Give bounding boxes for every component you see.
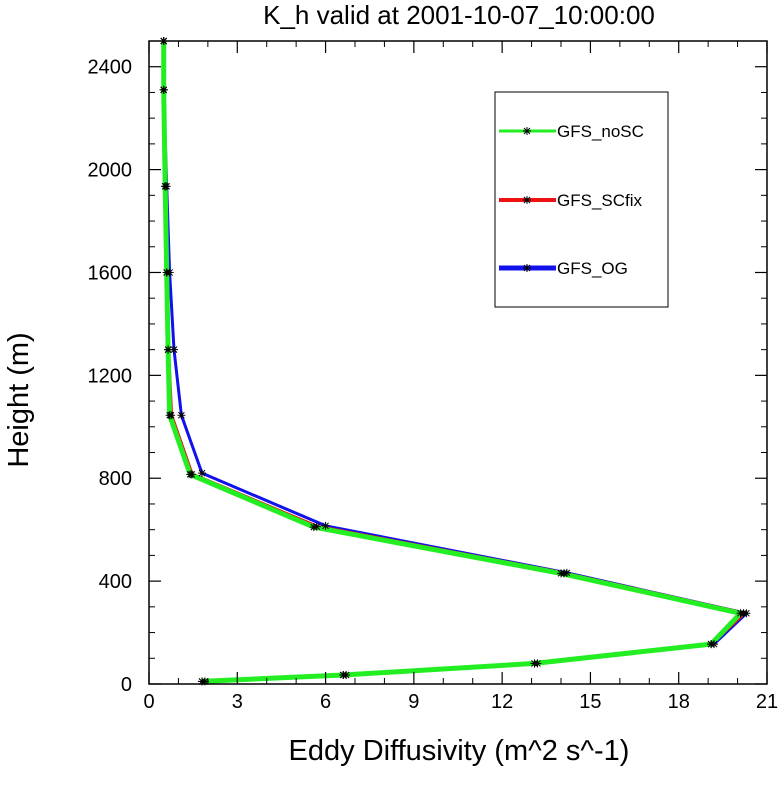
point-marker-gfs-scfix-8 bbox=[167, 411, 176, 420]
point-marker-gfs-og-6 bbox=[321, 521, 330, 530]
point-marker-gfs-og-7 bbox=[197, 469, 206, 478]
point-marker-gfs-og-12 bbox=[159, 85, 168, 94]
point-marker-gfs-scfix-7 bbox=[187, 470, 196, 479]
y-tick-label: 1200 bbox=[88, 365, 133, 387]
point-marker-gfs-og-8 bbox=[177, 411, 186, 420]
x-tick-label: 3 bbox=[232, 691, 243, 713]
point-marker-gfs-og-5 bbox=[562, 568, 571, 577]
legend-item-gfs-scfix: GFS_SCfix bbox=[499, 191, 643, 210]
y-tick-label: 1600 bbox=[88, 262, 133, 284]
legend: GFS_noSC GFS_SCfix GFS_OG bbox=[494, 91, 669, 308]
legend-label: GFS_SCfix bbox=[557, 191, 643, 210]
y-tick-label: 2400 bbox=[88, 57, 133, 79]
point-marker-gfs-og-2 bbox=[533, 659, 542, 668]
y-tick-label: 800 bbox=[99, 468, 132, 490]
plot-lines bbox=[159, 37, 751, 686]
point-marker-gfs-og-3 bbox=[710, 640, 719, 649]
point-marker-gfs-og-11 bbox=[162, 182, 171, 191]
y-axis-title: Height (m) bbox=[3, 332, 35, 467]
x-tick-label: 6 bbox=[320, 691, 331, 713]
point-marker-gfs-og-9 bbox=[170, 345, 179, 354]
legend-item-gfs-nosc: GFS_noSC bbox=[499, 122, 644, 141]
series-line-gfs-nosc bbox=[161, 41, 743, 684]
x-tick-label: 0 bbox=[143, 691, 154, 713]
chart-title: K_h valid at 2001-10-07_10:00:00 bbox=[263, 0, 655, 30]
x-tick-label: 9 bbox=[408, 691, 419, 713]
point-marker-gfs-og-4 bbox=[742, 609, 751, 618]
axes bbox=[148, 40, 768, 685]
x-tick-label: 21 bbox=[756, 691, 778, 713]
legend-item-gfs-og: GFS_OG bbox=[499, 259, 628, 278]
legend-label: GFS_noSC bbox=[557, 122, 644, 141]
x-tick-label: 15 bbox=[579, 691, 601, 713]
y-tick-label: 0 bbox=[121, 674, 132, 696]
point-marker-gfs-scfix-6 bbox=[312, 522, 321, 531]
y-tick-label: 400 bbox=[99, 571, 132, 593]
legend-label: GFS_OG bbox=[557, 259, 628, 278]
point-marker-gfs-og-10 bbox=[165, 268, 174, 277]
y-tick-label: 2000 bbox=[88, 160, 133, 182]
ticks: 0 3 6 9 12 15 18 21 0 400 800 1200 1600 2000 2400 bbox=[88, 40, 778, 713]
plot-frame bbox=[148, 40, 768, 685]
x-tick-label: 18 bbox=[668, 691, 690, 713]
x-tick-label: 12 bbox=[491, 691, 513, 713]
point-marker-gfs-og-1 bbox=[342, 670, 351, 679]
x-axis-title: Eddy Diffusivity (m^2 s^-1) bbox=[289, 735, 630, 767]
